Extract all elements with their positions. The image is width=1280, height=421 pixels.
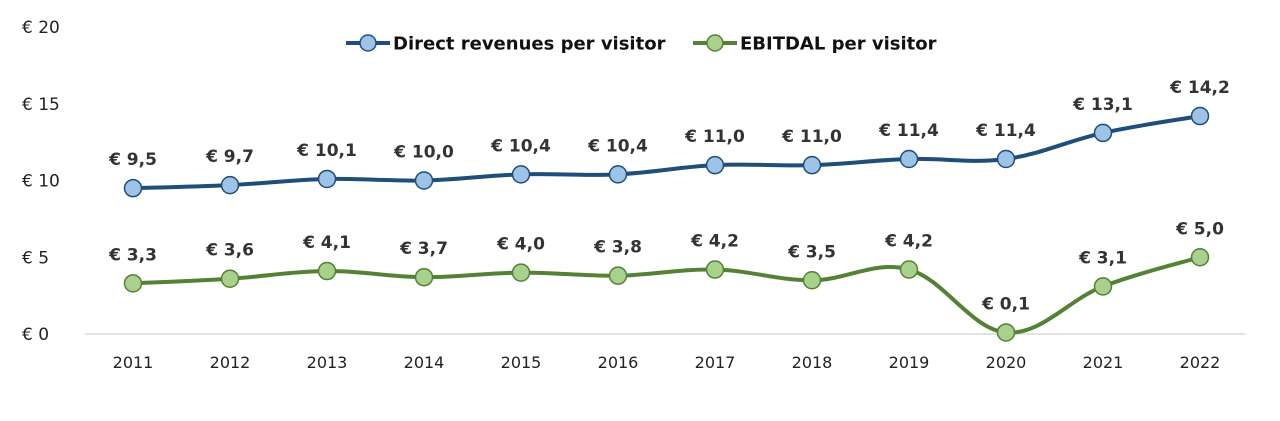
data-label: € 13,1 xyxy=(1072,95,1133,115)
x-tick-label: 2016 xyxy=(598,353,639,372)
y-tick-label: € 10 xyxy=(22,172,60,192)
data-point xyxy=(220,175,240,195)
data-point xyxy=(899,149,919,169)
legend-marker xyxy=(706,34,724,52)
series-layer xyxy=(123,106,1210,342)
data-point xyxy=(1190,106,1210,126)
x-tick-label: 2019 xyxy=(889,353,930,372)
data-point xyxy=(802,271,822,290)
y-tick-label: € 20 xyxy=(22,18,60,38)
data-label: € 10,1 xyxy=(296,141,357,161)
data-point xyxy=(1093,277,1113,296)
data-label: € 3,6 xyxy=(205,241,254,261)
x-tick-label: 2022 xyxy=(1180,353,1221,372)
data-point xyxy=(123,178,143,198)
data-label: € 11,4 xyxy=(975,121,1036,141)
y-axis-labels: € 0 € 5 € 10 € 15 € 20 xyxy=(22,18,60,345)
x-tick-label: 2018 xyxy=(792,353,833,372)
data-point xyxy=(123,274,143,293)
data-label: € 4,1 xyxy=(302,233,351,253)
x-tick-label: 2012 xyxy=(210,353,251,372)
data-point xyxy=(705,260,725,279)
data-point xyxy=(996,323,1016,342)
data-point xyxy=(317,261,337,281)
data-label: € 3,5 xyxy=(787,242,836,262)
data-label: € 11,0 xyxy=(684,127,745,147)
x-tick-label: 2013 xyxy=(307,353,348,372)
data-label: € 11,4 xyxy=(878,121,939,141)
series-line xyxy=(131,114,1202,191)
data-label: € 11,0 xyxy=(781,127,842,147)
data-point xyxy=(317,169,337,189)
data-label: € 10,4 xyxy=(490,136,551,156)
legend-marker xyxy=(359,34,377,52)
data-point xyxy=(511,263,531,282)
data-point xyxy=(511,165,531,184)
x-tick-label: 2015 xyxy=(501,353,542,372)
data-label: € 3,3 xyxy=(108,245,157,265)
data-label: € 14,2 xyxy=(1169,78,1230,98)
y-tick-label: € 5 xyxy=(22,248,49,268)
data-label: € 4,2 xyxy=(690,232,739,252)
y-tick-label: € 15 xyxy=(22,95,60,115)
series-line xyxy=(131,255,1202,335)
data-label: € 3,8 xyxy=(593,238,642,258)
data-point xyxy=(414,267,434,287)
data-point xyxy=(899,260,919,279)
data-label: € 3,7 xyxy=(399,239,448,259)
data-point xyxy=(1093,123,1113,143)
data-label: € 4,0 xyxy=(496,235,545,255)
legend-label: EBITDAL per visitor xyxy=(740,34,937,55)
data-point xyxy=(608,266,628,285)
data-label: € 4,2 xyxy=(884,232,933,252)
data-point xyxy=(996,149,1016,169)
x-tick-label: 2020 xyxy=(986,353,1027,372)
y-tick-label: € 0 xyxy=(22,325,49,345)
x-tick-label: 2021 xyxy=(1083,353,1124,372)
data-point xyxy=(414,171,434,190)
data-label: € 9,5 xyxy=(108,150,157,170)
data-labels-layer: € 9,5 € 9,7 € 10,1 € 10,0 € 10,4 € 10,4 € 11,0… xyxy=(108,78,1230,314)
data-label: € 3,1 xyxy=(1078,248,1127,268)
x-tick-label: 2011 xyxy=(113,353,154,372)
data-point xyxy=(1190,248,1210,267)
x-tick-label: 2017 xyxy=(695,353,736,372)
data-point xyxy=(608,165,628,184)
data-point xyxy=(220,269,240,288)
data-point xyxy=(802,155,822,175)
data-point xyxy=(705,155,725,175)
data-label: € 9,7 xyxy=(205,147,254,167)
data-label: € 5,0 xyxy=(1175,219,1224,239)
data-label: € 10,0 xyxy=(393,143,454,163)
x-tick-label: 2014 xyxy=(404,353,445,372)
data-label: € 10,4 xyxy=(587,136,648,156)
x-axis-labels: 2011 2012 2013 2014 2015 2016 2017 2018 2019 2020… xyxy=(113,353,1221,372)
legend: Direct revenues per visitor EBITDAL per v… xyxy=(346,34,937,55)
legend-label: Direct revenues per visitor xyxy=(393,34,666,55)
data-label: € 0,1 xyxy=(981,294,1030,314)
